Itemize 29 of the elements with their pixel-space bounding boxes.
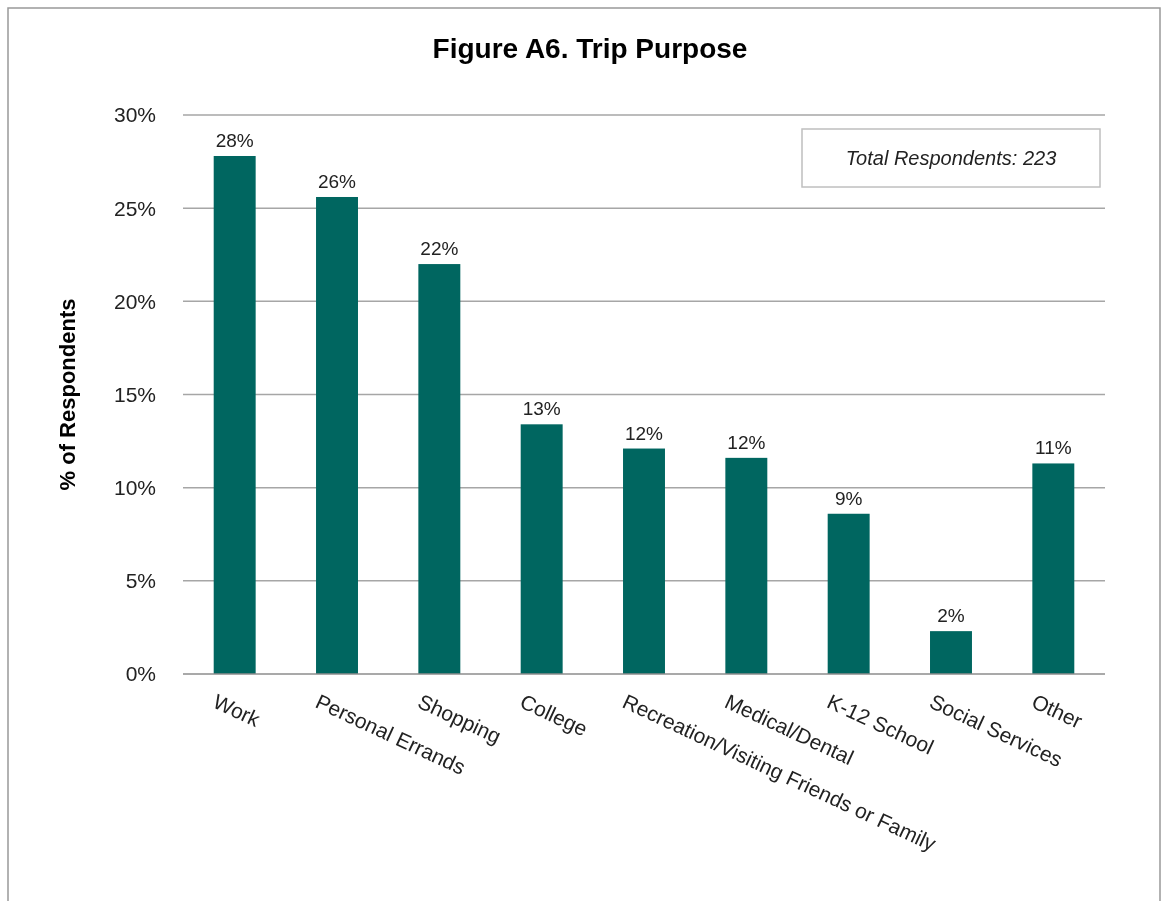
data-label: 26% (317, 170, 357, 192)
data-label: 9% (834, 487, 863, 509)
bar (213, 155, 256, 674)
data-label: 12% (624, 422, 664, 444)
bar (930, 631, 972, 674)
bar (623, 448, 665, 674)
y-tick-label: 25% (113, 196, 156, 220)
y-axis-title: % of Respondents (55, 298, 80, 491)
bar (1032, 463, 1075, 674)
y-tick-label: 20% (113, 289, 156, 313)
data-label: 13% (522, 398, 561, 420)
x-tick-label: Work (209, 689, 265, 732)
data-label: 12% (727, 431, 766, 453)
data-label: 2% (937, 605, 965, 627)
y-tick-label: 0% (125, 662, 156, 686)
y-tick-label: 5% (125, 569, 156, 593)
bar (316, 196, 358, 674)
bar (520, 424, 563, 674)
data-label: 11% (1035, 437, 1072, 459)
bar (418, 264, 461, 674)
data-label: 22% (420, 238, 459, 260)
y-tick-label: 15% (113, 382, 156, 406)
bar (827, 513, 870, 674)
chart-title: Figure A6. Trip Purpose (432, 33, 748, 64)
annotation: Total Respondents: 223 (845, 147, 1057, 169)
bar (725, 457, 768, 674)
y-tick-label: 10% (113, 476, 156, 500)
y-tick-label: 30% (113, 103, 156, 127)
data-label: 28% (215, 129, 254, 151)
